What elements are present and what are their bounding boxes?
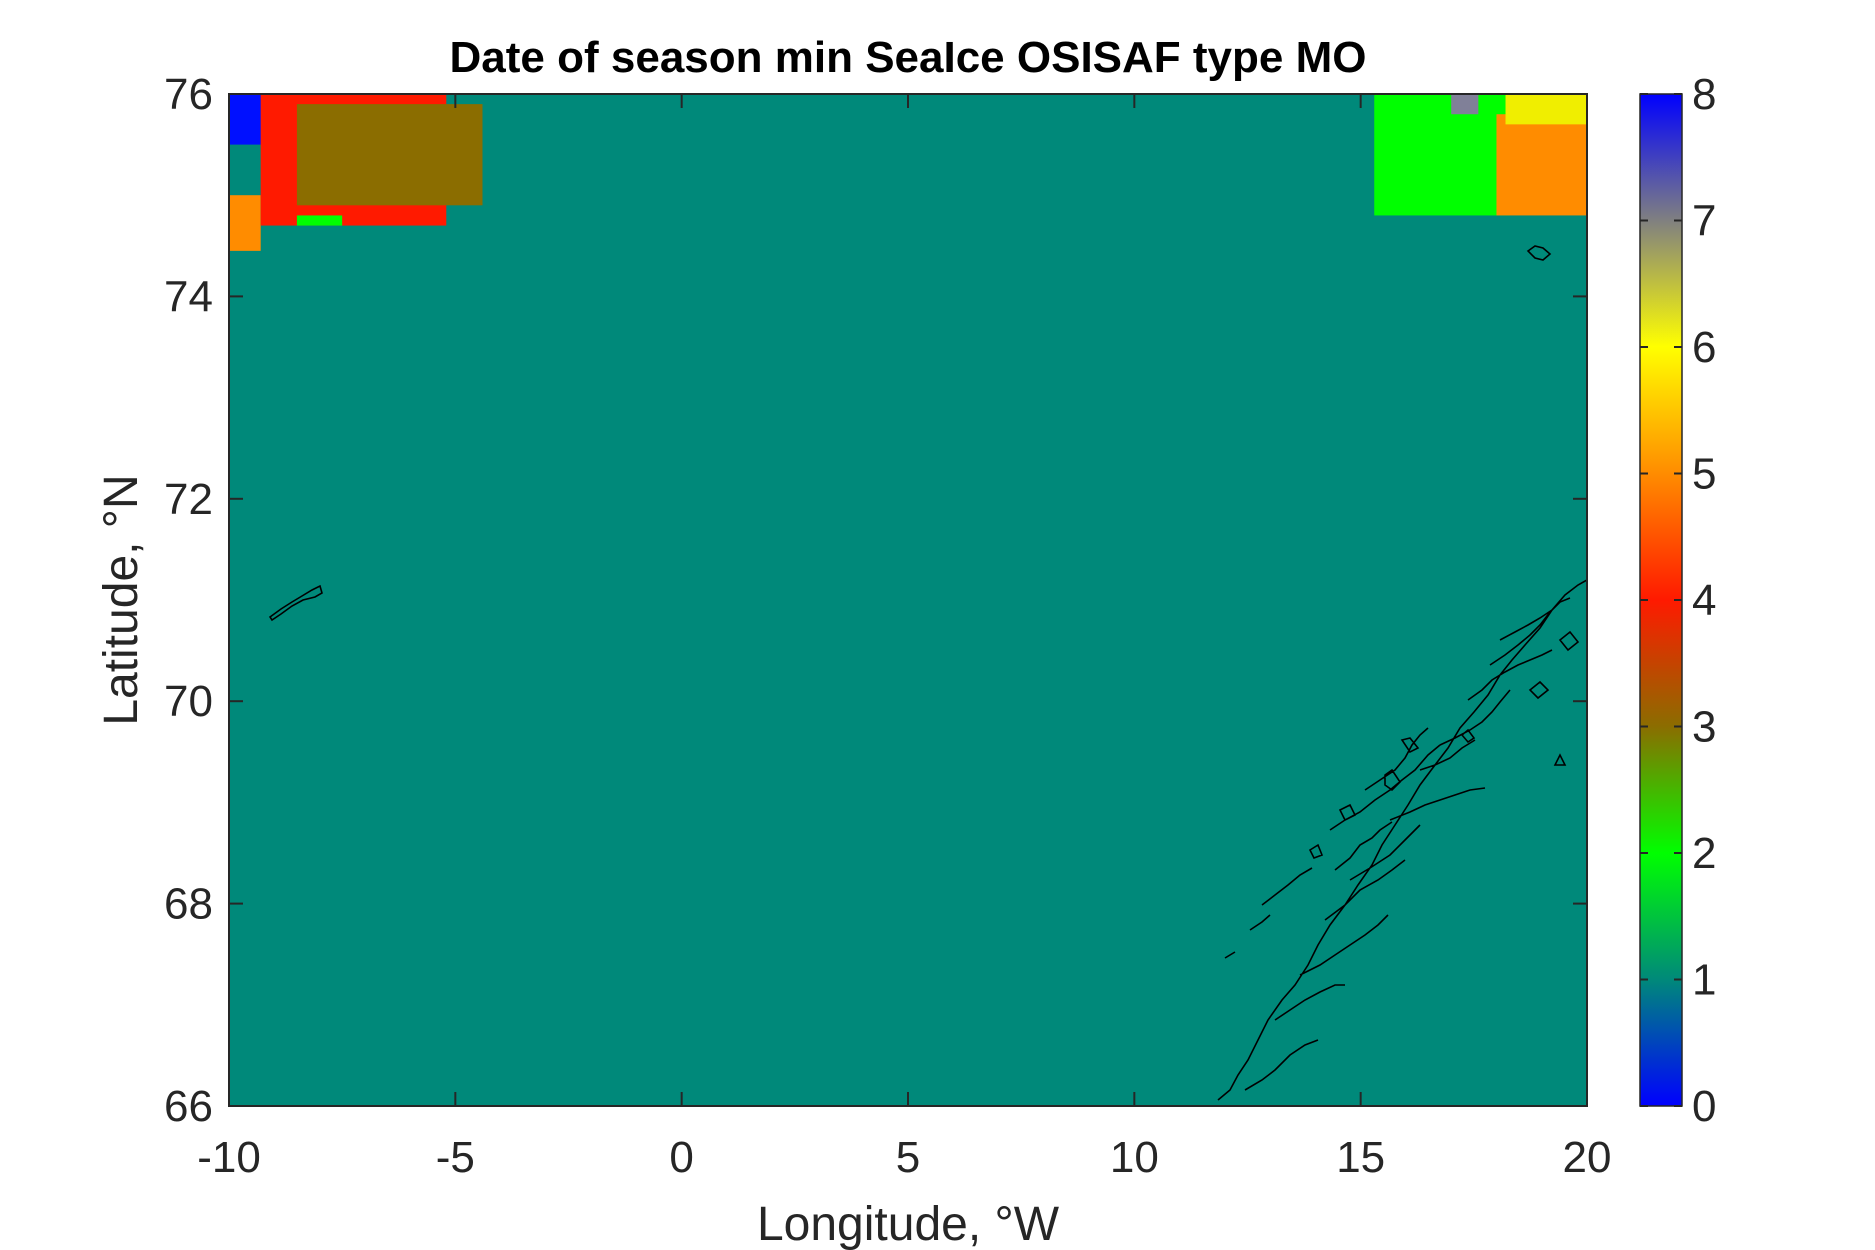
y-tick-label: 68: [164, 880, 213, 929]
colorbar-tick-label: 7: [1692, 197, 1716, 246]
colorbar-tick-label: 0: [1692, 1082, 1716, 1131]
coastlines: [268, 245, 1587, 1101]
y-axis: 66 68 70 72 74 76: [164, 70, 1587, 1131]
heatmap-cell-region-8: [1496, 114, 1587, 216]
x-tick-label: -5: [436, 1133, 475, 1182]
y-tick-label: 66: [164, 1082, 213, 1131]
colorbar-tick-label: 3: [1692, 703, 1716, 752]
heatmap-cell-region-4: [296, 104, 483, 206]
x-axis: -10 -5 0 5 10 15 20: [197, 94, 1611, 1182]
x-tick-label: 20: [1563, 1133, 1612, 1182]
plot-background: [229, 94, 1587, 1106]
heatmap-cell-region-2: [229, 195, 261, 251]
colorbar-tick-label: 5: [1692, 450, 1716, 499]
x-tick-label: 5: [896, 1133, 920, 1182]
colorbar-tick-label: 4: [1692, 576, 1716, 625]
colorbar: 0 1 2 3 4 5 6 7 8: [1639, 70, 1716, 1131]
colorbar-tick-label: 2: [1692, 829, 1716, 878]
colorbar-ticks: 0 1 2 3 4 5 6 7 8: [1640, 70, 1716, 1131]
plot-area: [229, 94, 1587, 1106]
coastline-bear-island: [1526, 245, 1552, 261]
chart-title: Date of season min SeaIce OSISAF type MO: [450, 33, 1367, 82]
heatmap-cell-region-5: [296, 215, 343, 226]
heatmap-cell-region-6: [1374, 94, 1511, 216]
heatmap-cell-region-7: [1451, 94, 1479, 115]
x-tick-label: 0: [669, 1133, 693, 1182]
coastline-norway: [1217, 579, 1587, 1101]
y-tick-label: 72: [164, 475, 213, 524]
heatmap-cell-region-9: [1505, 94, 1587, 125]
x-tick-label: 15: [1336, 1133, 1385, 1182]
y-tick-label: 70: [164, 677, 213, 726]
y-tick-label: 76: [164, 70, 213, 119]
colorbar-tick-label: 8: [1692, 70, 1716, 119]
colorbar-tick-label: 1: [1692, 956, 1716, 1005]
colorbar-tick-label: 6: [1692, 323, 1716, 372]
x-tick-label: -10: [197, 1133, 261, 1182]
x-axis-label: Longitude, °W: [757, 1198, 1060, 1250]
coastline-jan-mayen: [268, 584, 323, 622]
heatmap-regions: [229, 94, 1587, 251]
y-axis-label: Latitude, °N: [95, 474, 148, 725]
y-tick-label: 74: [164, 272, 213, 321]
x-tick-label: 10: [1110, 1133, 1159, 1182]
